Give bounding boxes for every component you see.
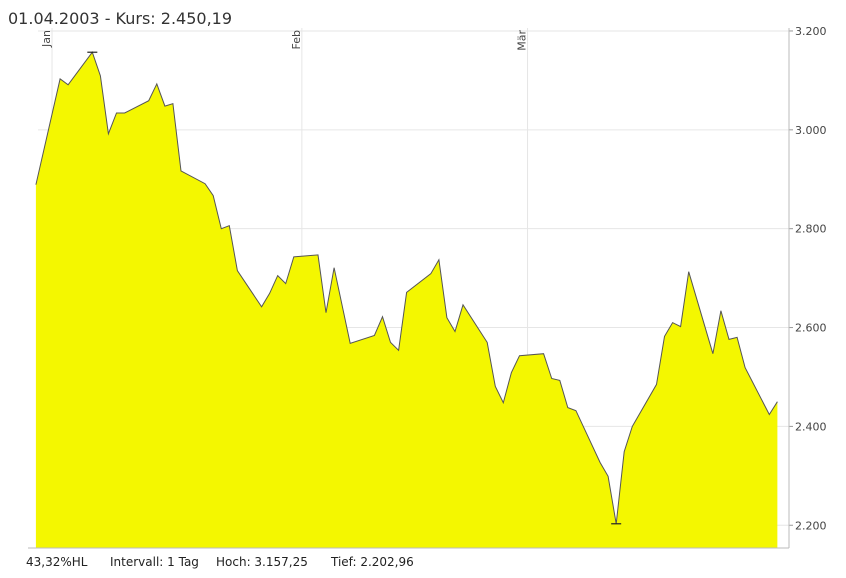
footer-interval: Intervall: 1 Tag (110, 555, 199, 569)
x-tick-label: Feb (290, 30, 303, 49)
y-tick-label: 2.200 (795, 519, 827, 532)
y-tick-label: 3.000 (795, 124, 827, 137)
footer-high: Hoch: 3.157,25 (216, 555, 308, 569)
header: 01.04.2003 - Kurs: 2.450,19 (8, 9, 232, 28)
area (35, 52, 778, 548)
footer-range: 43,32%HL (26, 555, 88, 569)
y-tick-label: 2.800 (795, 223, 827, 236)
footer-low: Tief: 2.202,96 (330, 555, 414, 569)
price-line (35, 51, 778, 524)
y-tick-label: 2.400 (795, 420, 827, 433)
x-tick-label: Mär (516, 30, 529, 51)
y-tick-label: 3.200 (795, 25, 827, 38)
x-tick-label: Jan (40, 30, 53, 48)
y-tick-label: 2.600 (795, 322, 827, 335)
